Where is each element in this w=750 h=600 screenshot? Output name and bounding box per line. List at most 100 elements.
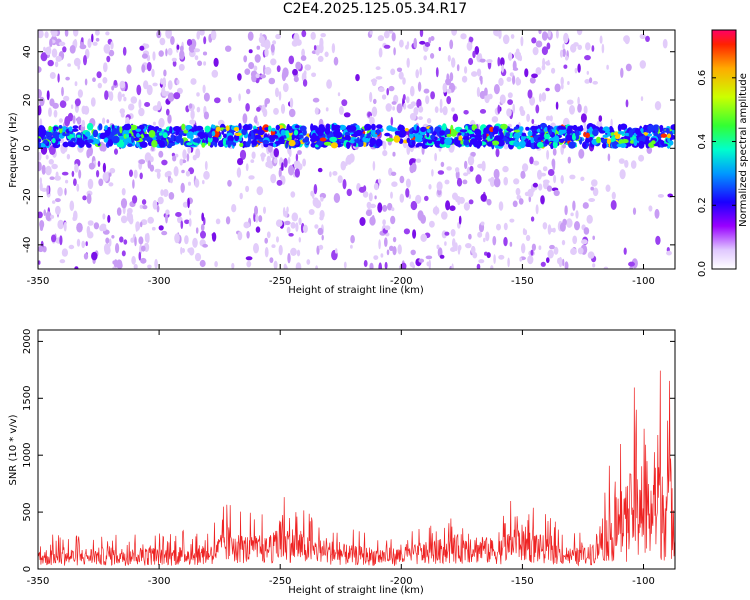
- spectrogram-band-cell: [211, 136, 218, 140]
- spectrogram-cell: [294, 168, 300, 178]
- spectrogram-cell: [480, 193, 487, 202]
- spectrogram-cell: [165, 48, 168, 57]
- spectrogram-cell: [202, 243, 209, 248]
- spectrogram-cell: [503, 176, 509, 186]
- spectrogram-cell: [333, 56, 339, 66]
- spectrogram-cell: [310, 31, 316, 40]
- spectrogram-cell: [45, 211, 52, 222]
- spectrogram-band-cell: [99, 133, 106, 140]
- spectrogram-cell: [509, 218, 515, 223]
- spectrogram-cell: [472, 252, 478, 259]
- spectrogram-cell: [444, 179, 450, 185]
- spectrogram-cell: [423, 88, 430, 94]
- spectrogram-cell: [437, 170, 445, 175]
- spectrogram-cell: [204, 160, 208, 171]
- spectrogram-cell: [391, 181, 398, 187]
- colorbar-gradient: [711, 29, 737, 270]
- spectrogram-cell: [474, 46, 480, 55]
- spectrogram-cell: [304, 64, 312, 71]
- spectrogram-band-cell: [129, 124, 138, 131]
- spectrogram-cell: [384, 261, 388, 269]
- spectrogram-cell: [270, 173, 277, 184]
- spectrogram-cell: [203, 36, 207, 45]
- spectrogram-cell: [560, 76, 564, 86]
- spectrogram-cell: [456, 177, 463, 187]
- spectrogram-cell: [44, 31, 49, 39]
- spectrogram-cell: [108, 172, 112, 177]
- spectrogram-cell: [529, 156, 534, 165]
- spectrogram-cell: [318, 244, 324, 250]
- spectrogram-cell: [79, 44, 87, 50]
- spectrogram-cell: [55, 55, 62, 62]
- spectrogram-cell: [53, 109, 58, 118]
- spectrogram-band-cell: [416, 142, 423, 147]
- spectrogram-cell: [39, 96, 45, 107]
- spectrogram-cell: [196, 92, 200, 97]
- spectrogram-cell: [586, 214, 593, 224]
- spectrogram-cell: [314, 107, 319, 115]
- spectrogram-cell: [463, 202, 470, 211]
- spectrogram-cell: [152, 121, 156, 126]
- spectrogram-band-cell: [651, 140, 656, 145]
- spectrogram-cell: [378, 87, 385, 93]
- spectrogram-cell: [410, 249, 416, 256]
- spectrogram-cell: [38, 161, 42, 172]
- spectrogram-band-cell: [324, 127, 331, 135]
- spectrogram-cell: [300, 55, 307, 61]
- spectrogram-cell: [141, 64, 146, 73]
- spectrogram-cell: [245, 163, 249, 172]
- spectrogram-cell: [128, 103, 135, 111]
- spectrogram-cell: [415, 158, 422, 163]
- spectrogram-band-cell: [302, 138, 307, 143]
- spectrogram-cell: [254, 54, 261, 63]
- spectrogram-cell: [151, 68, 155, 78]
- spectrogram-band-cell: [520, 135, 526, 141]
- spectrogram-band-cell: [247, 137, 252, 145]
- spectrogram-cell: [620, 67, 624, 78]
- spectrogram-band-cell: [476, 140, 483, 147]
- spectrogram-cell: [342, 179, 347, 190]
- spectrogram-band-cell: [151, 139, 158, 148]
- spectrogram-cell: [302, 158, 306, 167]
- spectrogram-cell: [497, 104, 501, 115]
- spectrogram-cell: [533, 160, 540, 166]
- spectrogram-cell: [122, 93, 125, 98]
- spectrogram-band-cell: [302, 129, 307, 136]
- spectrogram-cell: [397, 244, 402, 255]
- spectrogram-cell: [486, 59, 493, 64]
- spectrogram-band-cell: [48, 125, 52, 131]
- spectrogram-cell: [547, 169, 555, 176]
- spectrogram-cell: [501, 64, 504, 73]
- spectrogram-cell: [179, 45, 184, 53]
- spectrogram-cell: [406, 144, 411, 155]
- spectrogram-cell: [586, 70, 589, 75]
- spectrogram-cell: [245, 185, 250, 193]
- spectrogram-cell: [73, 57, 81, 67]
- spectrogram-cell: [378, 239, 381, 250]
- spectrogram-cell: [178, 63, 185, 71]
- spectrogram-cell: [165, 209, 170, 215]
- spectrogram-cell: [64, 30, 69, 37]
- spectrogram-cell: [102, 172, 109, 182]
- spectrogram-cell: [167, 47, 173, 56]
- spectrogram-cell: [157, 100, 162, 111]
- spectrogram-band-cell: [589, 126, 593, 135]
- spectrogram-cell: [76, 238, 81, 247]
- spectrogram-cell: [391, 207, 395, 212]
- spectrogram-cell: [190, 78, 197, 85]
- spectrogram-cell: [477, 231, 483, 238]
- spectrogram-band-cell: [262, 139, 270, 145]
- spectrogram-cell: [512, 103, 515, 114]
- spectrogram-cell: [590, 186, 594, 191]
- spectrogram-band-cell: [558, 129, 567, 134]
- spectrogram-cell: [260, 42, 267, 47]
- spectrogram-cell: [452, 238, 456, 248]
- spectrogram-cell: [445, 200, 451, 211]
- spectrogram-cell: [317, 227, 324, 236]
- spectrogram-cell: [538, 245, 542, 250]
- spectrogram-cell: [413, 107, 419, 116]
- spectrogram-cell: [163, 69, 167, 77]
- spectrogram-band-cell: [250, 135, 255, 140]
- spectrogram-cell: [423, 55, 428, 61]
- spectrogram-band-cell: [635, 130, 642, 136]
